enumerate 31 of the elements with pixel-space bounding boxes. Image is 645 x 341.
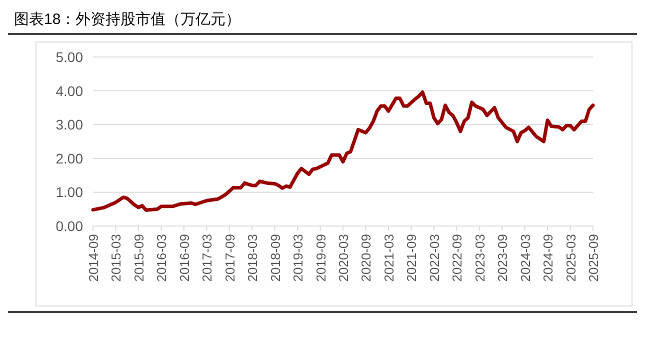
x-tick-label: 2018-03 xyxy=(245,234,260,282)
x-tick-label: 2014-09 xyxy=(86,234,101,282)
y-tick-label: 2.00 xyxy=(56,150,84,166)
x-tick-label: 2020-09 xyxy=(358,234,374,282)
y-tick-label: 3.00 xyxy=(56,116,84,133)
x-tick-label: 2021-03 xyxy=(381,234,396,282)
y-tick-label: 4.00 xyxy=(56,82,84,99)
x-tick-label: 2021-09 xyxy=(404,234,420,282)
x-tick-label: 2016-09 xyxy=(176,234,192,282)
x-tick-label: 2024-09 xyxy=(540,234,556,282)
x-tick-label: 2016-03 xyxy=(154,234,170,282)
x-tick-label: 2018-09 xyxy=(268,234,283,282)
x-tick-label: 2015-03 xyxy=(108,234,124,282)
x-tick-label: 2022-09 xyxy=(450,234,465,282)
y-tick-label: 0.00 xyxy=(56,218,84,234)
x-tick-label: 2023-03 xyxy=(472,234,488,282)
x-tick-label: 2017-03 xyxy=(200,234,215,282)
x-tick-label: 2019-09 xyxy=(313,234,328,282)
x-tick-label: 2022-03 xyxy=(426,234,442,282)
y-tick-label: 5.00 xyxy=(56,49,84,65)
x-tick-label: 2019-03 xyxy=(290,234,306,282)
x-tick-label: 2025-09 xyxy=(586,234,601,282)
x-tick-label: 2024-03 xyxy=(518,234,533,282)
x-tick-label: 2023-09 xyxy=(495,234,510,282)
y-tick-label: 1.00 xyxy=(56,184,84,200)
x-tick-label: 2025-03 xyxy=(563,234,578,282)
title: 图表18：外资持股市值（万亿元） xyxy=(14,11,241,28)
x-tick-label: 2020-03 xyxy=(336,234,351,282)
x-tick-label: 2015-09 xyxy=(131,234,146,282)
x-tick-label: 2017-09 xyxy=(222,234,238,282)
line-series xyxy=(91,90,595,212)
